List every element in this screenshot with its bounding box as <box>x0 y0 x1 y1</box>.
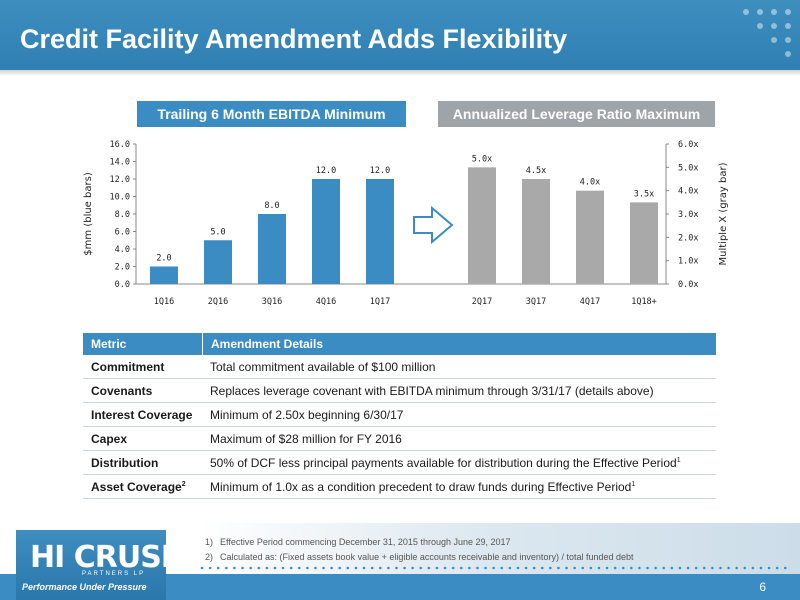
left-axis-title: $mm (blue bars) <box>83 172 94 256</box>
logo-subtitle: PARTNERS LP <box>82 571 146 577</box>
metric-cell: Distribution <box>91 455 159 470</box>
decorative-dots <box>743 9 791 57</box>
ebitda-data-label: 12.0 <box>370 166 390 176</box>
ebitda-bar <box>150 266 178 284</box>
page-number: 6 <box>759 580 766 594</box>
footnote: 2) Calculated as: (Fixed assets book valu… <box>205 552 634 562</box>
table-row: Distribution 50% of DCF less principal pa… <box>83 451 716 475</box>
header-shadow <box>0 70 800 76</box>
left-tick-label: 12.0 <box>110 175 130 185</box>
leverage-data-label: 4.0x <box>580 178 600 188</box>
leverage-section-label: Annualized Leverage Ratio Maximum <box>438 101 715 127</box>
left-tick-label: 2.0 <box>115 263 130 273</box>
detail-cell: Replaces leverage covenant with EBITDA m… <box>210 383 654 398</box>
ebitda-bar <box>258 214 286 284</box>
metric-cell: Commitment <box>91 359 165 374</box>
header-metric: Metric <box>91 337 127 351</box>
logo-wordmark: HI CRUSH <box>30 540 186 575</box>
leverage-category-label: 1Q18+ <box>631 297 657 307</box>
table-row: Covenants Replaces leverage covenant with… <box>83 379 716 403</box>
metric-cell: Asset Coverage2 <box>91 479 186 494</box>
ebitda-data-label: 2.0 <box>156 254 171 264</box>
left-tick-label: 0.0 <box>115 280 130 290</box>
ebitda-category-label: 4Q16 <box>316 297 336 307</box>
table-row: Commitment Total commitment available of … <box>83 355 716 379</box>
footnotes: 1) Effective Period commencing December 3… <box>205 535 634 565</box>
detail-cell: Maximum of $28 million for FY 2016 <box>210 431 402 446</box>
header-details: Amendment Details <box>202 333 716 355</box>
right-tick-label: 3.0x <box>678 210 698 220</box>
footer-dots-divider <box>200 566 790 570</box>
left-tick-label: 6.0 <box>115 228 130 238</box>
table-header: Metric Amendment Details <box>83 333 716 355</box>
footnote-ref: 1 <box>631 480 636 488</box>
metric-cell: Capex <box>91 431 128 446</box>
right-tick-label: 0.0x <box>678 280 698 290</box>
company-logo <box>16 530 166 600</box>
footnote-ref: 2 <box>181 480 186 488</box>
leverage-category-label: 3Q17 <box>526 297 546 307</box>
right-arrow-icon <box>413 205 454 245</box>
amendment-table: Metric Amendment Details Commitment Total… <box>83 333 716 499</box>
detail-cell: Minimum of 1.0x as a condition precedent… <box>210 479 636 494</box>
leverage-bar <box>630 202 658 284</box>
leverage-data-label: 4.5x <box>526 166 546 176</box>
leverage-category-label: 2Q17 <box>472 297 492 307</box>
footnote: 1) Effective Period commencing December 3… <box>205 537 511 547</box>
table-row: Interest Coverage Minimum of 2.50x beginn… <box>83 403 716 427</box>
left-tick-label: 14.0 <box>110 158 130 168</box>
left-tick-label: 8.0 <box>115 210 130 220</box>
ebitda-bar <box>312 179 340 284</box>
leverage-data-label: 3.5x <box>634 189 654 199</box>
metric-cell: Interest Coverage <box>91 407 193 422</box>
leverage-category-label: 4Q17 <box>580 297 600 307</box>
right-tick-label: 1.0x <box>678 257 698 267</box>
table-body: Commitment Total commitment available of … <box>83 355 716 499</box>
footnote-ref: 1 <box>676 456 681 464</box>
ebitda-data-label: 12.0 <box>316 166 336 176</box>
ebitda-category-label: 2Q16 <box>208 297 228 307</box>
leverage-bar <box>576 190 604 284</box>
detail-cell: Total commitment available of $100 milli… <box>210 359 436 374</box>
ebitda-data-label: 5.0 <box>210 227 225 237</box>
ebitda-category-label: 1Q16 <box>154 297 174 307</box>
leverage-bar <box>468 167 496 284</box>
table-row: Asset Coverage2 Minimum of 1.0x as a cond… <box>83 475 716 499</box>
right-tick-label: 2.0x <box>678 233 698 243</box>
logo-tagline: Performance Under Pressure <box>22 582 147 592</box>
ebitda-bar <box>204 240 232 284</box>
ebitda-section-label: Trailing 6 Month EBITDA Minimum <box>137 101 406 127</box>
ebitda-category-label: 1Q17 <box>370 297 390 307</box>
page-title: Credit Facility Amendment Adds Flexibili… <box>20 24 568 54</box>
left-tick-label: 10.0 <box>110 193 130 203</box>
ebitda-data-label: 8.0 <box>264 201 279 211</box>
detail-cell: Minimum of 2.50x beginning 6/30/17 <box>210 407 404 422</box>
right-tick-label: 5.0x <box>678 163 698 173</box>
ebitda-bar <box>366 179 394 284</box>
right-tick-label: 6.0x <box>678 140 698 150</box>
header-bar <box>0 0 800 70</box>
left-tick-label: 16.0 <box>110 140 130 150</box>
right-tick-label: 4.0x <box>678 187 698 197</box>
right-axis-title: Multiple X (gray bar) <box>718 162 729 265</box>
ebitda-category-label: 3Q16 <box>262 297 282 307</box>
leverage-bar <box>522 179 550 284</box>
metric-cell: Covenants <box>91 383 153 398</box>
left-tick-label: 4.0 <box>115 245 130 255</box>
detail-cell: 50% of DCF less principal payments avail… <box>210 455 681 470</box>
table-row: Capex Maximum of $28 million for FY 2016 <box>83 427 716 451</box>
leverage-data-label: 5.0x <box>472 154 492 164</box>
combined-bar-chart: 0.0 2.0 4.0 6.0 8.0 10.0 12.0 14.0 16.0 0.0x 1.0x 2… <box>83 140 729 307</box>
